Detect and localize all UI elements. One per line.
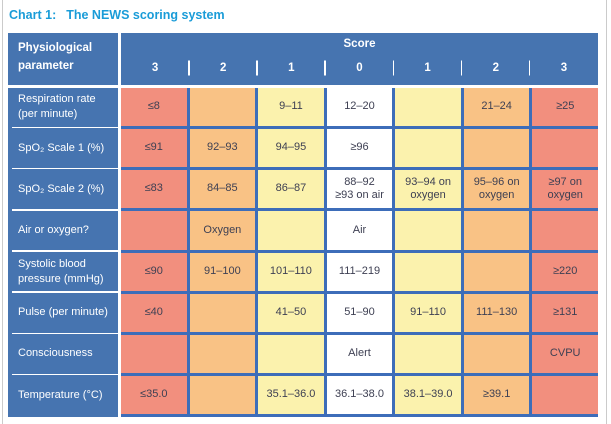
score-cell xyxy=(395,252,461,291)
score-cell: 88–92 ≥93 on air xyxy=(326,170,393,209)
parameter-labels-column: Respiration rate (per minute) SpO₂ Scale… xyxy=(8,88,121,417)
score-cell: 36.1–38.0 xyxy=(326,375,393,414)
chart-title: Chart 1: The NEWS scoring system xyxy=(9,8,225,22)
score-cell xyxy=(258,334,324,373)
score-cell xyxy=(121,334,187,373)
score-cell: ≤35.0 xyxy=(121,375,187,414)
score-col-label: 2 xyxy=(189,50,257,85)
score-cell xyxy=(395,88,461,127)
score-cell: ≤91 xyxy=(121,129,187,168)
score-cell: ≤8 xyxy=(121,88,187,127)
row-label-temperature: Temperature (°C) xyxy=(8,375,118,414)
score-cell: ≥39.1 xyxy=(463,375,530,414)
score-cell: 94–95 xyxy=(258,129,324,168)
score-cell: 84–85 xyxy=(189,170,256,209)
score-cell: 93–94 on oxygen xyxy=(395,170,461,209)
physiological-parameter-header: Physiological parameter xyxy=(8,33,121,85)
news-scoring-table: Physiological parameter Score 3 2 1 0 1 … xyxy=(8,33,598,417)
score-cell: 101–110 xyxy=(258,252,324,291)
score-cell: 35.1–36.0 xyxy=(258,375,324,414)
row-label-spo2-scale-1: SpO₂ Scale 1 (%) xyxy=(8,129,118,170)
score-cell: 38.1–39.0 xyxy=(395,375,461,414)
row-label-respiration-rate: Respiration rate (per minute) xyxy=(8,88,118,129)
score-cell: Oxygen xyxy=(189,211,256,250)
score-cell xyxy=(121,211,187,250)
row-label-systolic-bp: Systolic blood pressure (mmHg) xyxy=(8,252,118,293)
table-body: Respiration rate (per minute) SpO₂ Scale… xyxy=(8,88,598,417)
score-column-labels: 3 2 1 0 1 2 3 xyxy=(121,50,598,85)
score-col-label: 3 xyxy=(530,50,598,85)
score-cell: 86–87 xyxy=(258,170,324,209)
score-cell: Air xyxy=(326,211,393,250)
score-cell xyxy=(532,129,598,168)
score-cell xyxy=(463,211,530,250)
score-header: Score 3 2 1 0 1 2 3 xyxy=(121,33,598,85)
score-cell xyxy=(395,129,461,168)
score-cell: 111–130 xyxy=(463,293,530,332)
score-cell: ≥131 xyxy=(532,293,598,332)
score-cell: CVPU xyxy=(532,334,598,373)
score-col-label: 3 xyxy=(151,61,159,74)
score-cell: ≤90 xyxy=(121,252,187,291)
table-header-row: Physiological parameter Score 3 2 1 0 1 … xyxy=(8,33,598,85)
score-cell xyxy=(463,129,530,168)
row-label-spo2-scale-2: SpO₂ Scale 2 (%) xyxy=(8,170,118,211)
score-cell: 91–110 xyxy=(395,293,461,332)
score-cell: 9–11 xyxy=(258,88,324,127)
chart-number-label: Chart 1: xyxy=(9,8,57,22)
score-col-label: 0 xyxy=(325,50,393,85)
score-cell xyxy=(189,375,256,414)
score-col-label: 1 xyxy=(257,50,325,85)
score-cell: ≤83 xyxy=(121,170,187,209)
score-cells-grid: ≤8 9–11 12–20 21–24 ≥25 ≤91 92–93 94–95 … xyxy=(121,88,598,417)
row-label-pulse: Pulse (per minute) xyxy=(8,293,118,335)
row-label-consciousness: Consciousness xyxy=(8,334,118,376)
score-cell: 91–100 xyxy=(189,252,256,291)
score-cell: 92–93 xyxy=(189,129,256,168)
score-cell: 41–50 xyxy=(258,293,324,332)
score-cell: Alert xyxy=(326,334,393,373)
score-cell: 111–219 xyxy=(326,252,393,291)
score-cell xyxy=(395,211,461,250)
row-label-air-or-oxygen: Air or oxygen? xyxy=(8,211,118,252)
score-cell: ≤40 xyxy=(121,293,187,332)
score-cell xyxy=(258,211,324,250)
score-cell xyxy=(532,211,598,250)
score-header-label: Score xyxy=(343,38,376,50)
score-col-label: 1 xyxy=(394,50,462,85)
score-cell xyxy=(189,293,256,332)
score-cell xyxy=(189,88,256,127)
score-cell xyxy=(395,334,461,373)
score-cell: 21–24 xyxy=(463,88,530,127)
score-cell: 95–96 on oxygen xyxy=(463,170,530,209)
score-cell: ≥96 xyxy=(326,129,393,168)
score-cell: 51–90 xyxy=(326,293,393,332)
score-cell: ≥25 xyxy=(532,88,598,127)
score-col-label: 2 xyxy=(462,50,530,85)
score-cell xyxy=(463,334,530,373)
chart-title-text: The NEWS scoring system xyxy=(66,8,225,22)
score-cell: 12–20 xyxy=(326,88,393,127)
score-cell xyxy=(463,252,530,291)
score-cell xyxy=(532,375,598,414)
score-cell xyxy=(189,334,256,373)
score-cell: ≥97 on oxygen xyxy=(532,170,598,209)
score-cell: ≥220 xyxy=(532,252,598,291)
